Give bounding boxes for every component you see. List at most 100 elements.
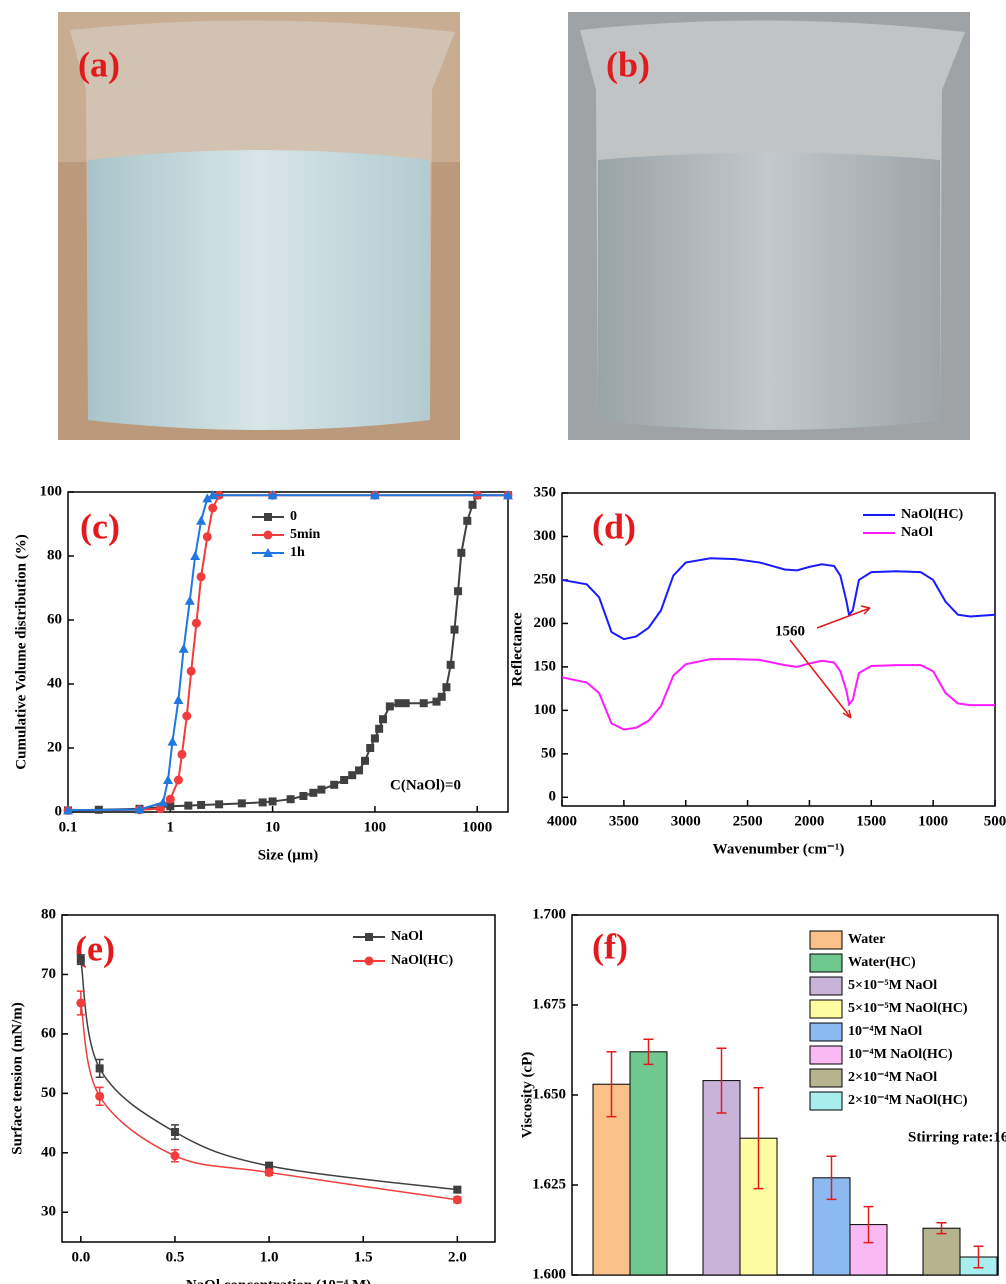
x-axis-label: Size (μm): [258, 847, 319, 863]
x-tick-label: 2500: [733, 813, 763, 829]
marker: [468, 500, 477, 509]
marker: [452, 1195, 462, 1205]
marker: [178, 643, 189, 653]
plot-frame: [67, 491, 509, 813]
x-tick-label: 1.0: [260, 1249, 279, 1265]
marker: [503, 490, 513, 500]
y-axis-label: Surface tension (mN/m): [9, 1002, 25, 1154]
y-tick-label: 200: [534, 615, 557, 631]
y-tick-label: 70: [41, 966, 56, 982]
marker: [76, 955, 85, 964]
marker: [437, 692, 446, 701]
legend-swatch: [809, 930, 843, 950]
legend-swatch: [809, 1022, 843, 1042]
y-tick-label: 150: [534, 658, 557, 674]
series-line: [67, 494, 508, 812]
x-tick-label: 1000: [462, 819, 492, 835]
error-bar: [973, 1245, 984, 1269]
marker: [454, 587, 463, 596]
plot-frame: [561, 492, 996, 807]
x-axis-label: Wavenumber (cm⁻¹): [713, 841, 845, 857]
marker: [215, 800, 224, 809]
x-tick-label: 2.0: [448, 1249, 467, 1265]
marker: [268, 797, 277, 806]
legend-label: 1h: [290, 545, 305, 560]
marker: [173, 775, 183, 785]
error-bar: [606, 1051, 617, 1118]
legend-label: 2×10⁻⁴M NaOl: [848, 1070, 937, 1085]
marker: [369, 490, 380, 500]
marker: [207, 490, 218, 500]
marker: [366, 744, 375, 752]
panel-label: (b): [606, 44, 650, 84]
marker: [450, 625, 459, 634]
marker: [355, 766, 364, 775]
marker: [286, 795, 295, 804]
marker: [258, 798, 267, 807]
legend-label: 10⁻⁴M NaOl(HC): [848, 1047, 953, 1062]
legend-swatch: [809, 1068, 843, 1088]
y-axis-label: Cumulative Volume distribution (%): [13, 534, 29, 769]
y-tick-label: 0: [549, 789, 557, 805]
y-tick-label: 50: [541, 745, 556, 761]
marker: [264, 1167, 274, 1177]
x-tick-label: 1000: [918, 813, 948, 829]
x-tick-label: 3000: [671, 813, 701, 829]
marker: [419, 699, 428, 708]
chart: 0 20 40 60 80 100 0.1 1 10 100 1000 Size (μm) Cumula…: [13, 483, 513, 863]
marker: [166, 802, 175, 811]
y-tick-label: 350: [534, 484, 557, 500]
marker: [182, 711, 192, 721]
y-tick-label: 50: [41, 1085, 56, 1101]
legend-label: NaOl(HC): [901, 507, 964, 522]
marker: [401, 699, 410, 708]
marker: [348, 771, 357, 780]
marker: [267, 490, 278, 500]
x-tick-label: 1: [167, 819, 175, 835]
marker: [95, 1064, 104, 1073]
marker: [263, 548, 273, 557]
marker: [95, 1091, 105, 1101]
marker: [173, 695, 184, 704]
marker: [394, 699, 403, 708]
marker: [177, 749, 187, 759]
error-bar: [826, 1155, 837, 1201]
marker: [457, 548, 466, 557]
marker: [340, 776, 349, 784]
plot-frame: [61, 914, 496, 1243]
legend-label: NaOl: [391, 929, 423, 944]
y-axis-label: Reflectance: [509, 612, 525, 686]
y-tick-label: 30: [41, 1204, 56, 1220]
y-tick-label: 300: [534, 528, 557, 544]
series-line: [561, 658, 995, 731]
series-line: [561, 557, 996, 641]
y-tick-label: 0: [55, 803, 63, 819]
legend-label: NaOl(HC): [391, 953, 454, 968]
marker: [263, 530, 273, 540]
marker: [184, 801, 193, 810]
error-bar: [863, 1205, 874, 1244]
x-tick-label: 4000: [547, 813, 577, 829]
x-tick-label: 1.5: [354, 1249, 373, 1265]
legend-label: NaOl: [901, 525, 933, 540]
marker: [309, 788, 318, 797]
marker: [134, 804, 145, 814]
panel-label: (d): [592, 506, 636, 546]
x-axis-label: NaOl concentration (10⁻⁴ M): [186, 1277, 371, 1284]
x-tick-label: 100: [364, 819, 387, 835]
marker: [237, 799, 246, 808]
panel-label: (c): [80, 506, 120, 546]
marker: [442, 683, 451, 692]
legend-label: 0: [290, 509, 297, 524]
marker: [330, 780, 339, 789]
annotation: Stirring rate:160s⁻¹: [908, 1129, 1006, 1145]
photo-b: (b): [568, 12, 970, 440]
y-tick-label: 250: [534, 571, 557, 587]
legend-label: 10⁻⁴M NaOl: [848, 1024, 922, 1039]
legend-swatch: [809, 999, 843, 1019]
legend-label: 2×10⁻⁴M NaOl(HC): [848, 1093, 968, 1108]
marker: [197, 800, 206, 809]
marker: [76, 998, 86, 1008]
series-line: [67, 494, 508, 812]
legend-swatch: [809, 953, 843, 973]
